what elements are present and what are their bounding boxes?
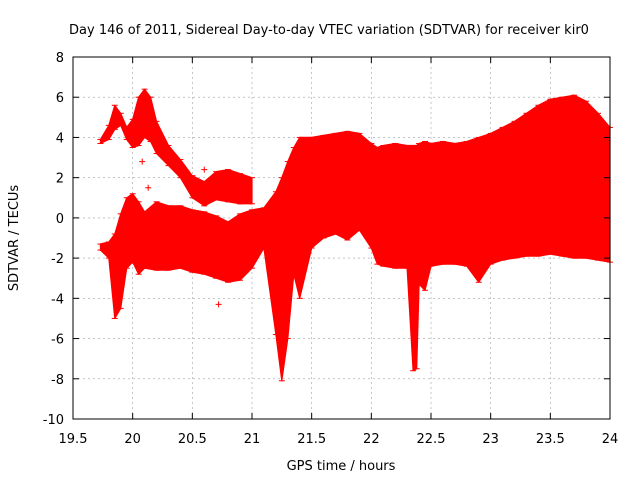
x-tick-label: 21 [244,432,261,447]
outlier-point [145,184,152,191]
y-tick-label: -10 [43,413,64,428]
series-band-1 [99,94,611,382]
y-tick-label: 0 [56,212,64,227]
x-tick-label: 19.5 [59,432,88,447]
outlier-point [201,166,208,173]
x-tick-label: 24 [602,432,619,447]
y-axis-label: SDTVAR / TECUs [7,185,22,292]
plot-frame [72,56,611,420]
x-tick-label: 21.5 [297,432,326,447]
x-tick-label: 23 [482,432,499,447]
series-band-0 [99,88,253,207]
y-tick-label: -4 [51,292,64,307]
data-layer [97,88,613,382]
outlier-point [215,301,222,308]
y-tick-label: 2 [56,172,64,187]
y-tick-label: 8 [56,51,64,66]
x-tick-label: 23.5 [536,432,565,447]
x-tick-label: 22 [363,432,380,447]
chart-title: Day 146 of 2011, Sidereal Day-to-day VTE… [69,23,589,38]
x-axis-label: GPS time / hours [287,459,396,474]
x-tick-label: 20 [124,432,141,447]
outlier-layer [139,158,222,308]
y-tick-label: -2 [51,252,64,267]
ticks: 19.5 20 20.5 21 21.5 22 22.5 23 23.5 24-10-8-6-4-… [43,51,619,447]
x-tick-label: 20.5 [178,432,207,447]
x-tick-label: 22.5 [417,432,446,447]
y-tick-label: -8 [51,373,64,388]
outlier-point [139,158,146,165]
y-tick-label: -6 [51,333,64,348]
y-tick-label: 6 [56,91,64,106]
y-tick-label: 4 [56,131,64,146]
